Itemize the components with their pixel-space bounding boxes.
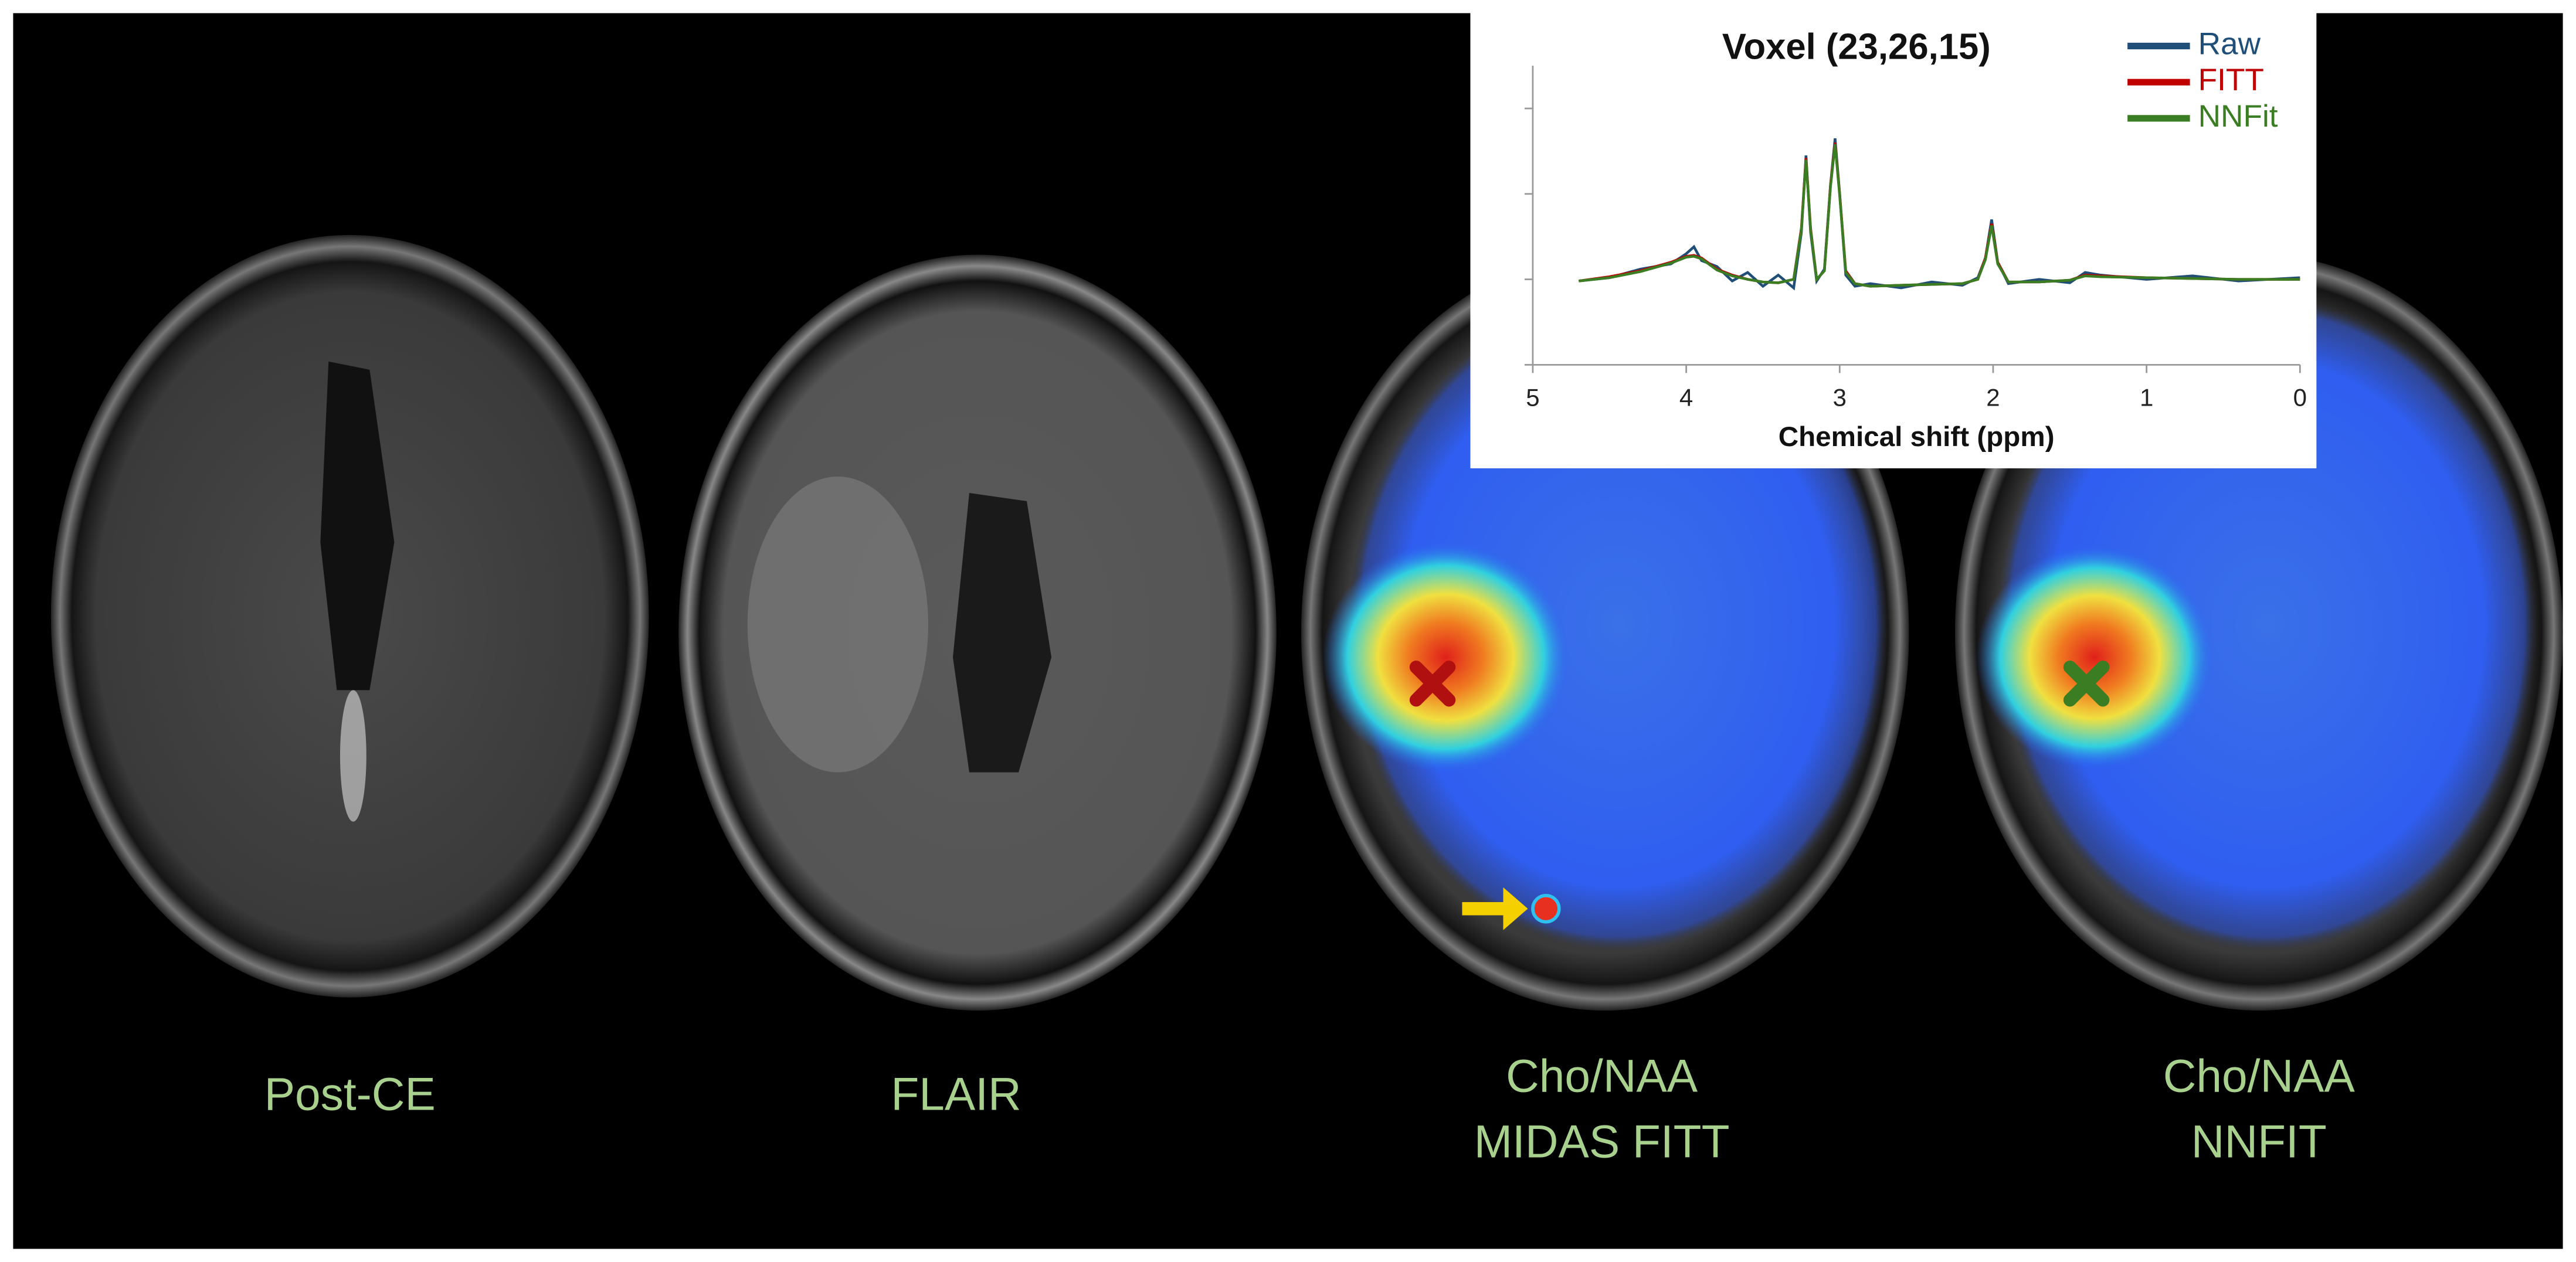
inset-panel <box>1470 8 2317 468</box>
chart-title: Voxel (23,26,15) <box>1722 26 1991 67</box>
brain-post-ce <box>50 234 649 998</box>
panel-label: Post-CE <box>264 1068 436 1120</box>
series-line <box>1579 144 2300 288</box>
panel-label: Cho/NAA <box>2163 1050 2356 1102</box>
x-tick-label: 0 <box>2293 383 2307 411</box>
panel-label: MIDAS FITT <box>1474 1116 1730 1168</box>
legend-label: Raw <box>2198 27 2261 62</box>
panel-label: Cho/NAA <box>1506 1050 1698 1102</box>
x-tick-label: 1 <box>2140 383 2153 411</box>
legend-label: NNFit <box>2198 99 2278 134</box>
x-tick-label: 3 <box>1833 383 1847 411</box>
panel-label: FLAIR <box>891 1068 1021 1120</box>
x-tick-label: 4 <box>1679 383 1693 411</box>
x-tick-label: 5 <box>1526 383 1539 411</box>
panel-label: NNFIT <box>2191 1116 2327 1168</box>
panel-labels: Post-CE FLAIR Cho/NAA MIDAS FITT Cho/NAA NNFI… <box>264 1050 2356 1168</box>
legend-label: FITT <box>2198 63 2264 97</box>
x-axis-label: Chemical shift (ppm) <box>1779 421 2055 453</box>
spectrum-chart: 5 4 3 2 1 0 Chemical shift (ppm) Voxel (23,26,1… <box>1524 26 2307 453</box>
x-tick-label: 2 <box>1986 383 2000 411</box>
brain-flair <box>678 254 1277 1011</box>
